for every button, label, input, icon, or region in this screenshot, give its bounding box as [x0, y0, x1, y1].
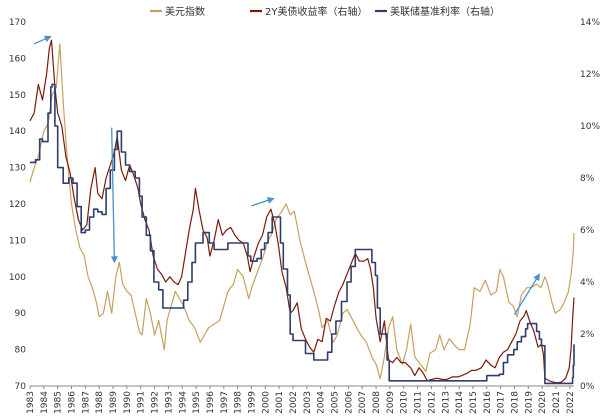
- y-left-tick-label: 140: [9, 127, 26, 137]
- y-right-tick-label: 14%: [580, 18, 600, 28]
- x-tick-label: 2001: [275, 391, 285, 414]
- x-tick-label: 2002: [289, 391, 299, 414]
- x-tick-label: 1986: [68, 391, 78, 414]
- y-right-tick-label: 10%: [580, 122, 600, 132]
- y-right-tick-label: 0%: [580, 382, 595, 392]
- y-right-tick-label: 8%: [580, 174, 595, 184]
- y-left-tick-label: 160: [9, 54, 26, 64]
- x-tick-label: 1995: [192, 391, 202, 414]
- x-tick-label: 2020: [538, 391, 548, 414]
- x-tick-label: 2010: [400, 391, 410, 414]
- x-tick-label: 1983: [26, 391, 36, 414]
- x-tick-label: 1992: [151, 391, 161, 414]
- x-tick-label: 2018: [510, 391, 520, 414]
- x-tick-label: 2004: [317, 391, 327, 414]
- x-tick-label: 1999: [247, 391, 257, 414]
- y-left-tick-label: 150: [9, 91, 26, 101]
- x-tick-label: 1993: [164, 391, 174, 414]
- y-right-tick-label: 2%: [580, 330, 595, 340]
- x-tick-label: 1994: [178, 391, 188, 414]
- legend-label-0: 美元指数: [165, 5, 205, 18]
- legend-label-2: 美联储基准利率（右轴）: [390, 5, 500, 18]
- series-line-2: [30, 83, 575, 385]
- y-left-tick-label: 120: [9, 200, 26, 210]
- x-tick-label: 2009: [386, 391, 396, 414]
- x-tick-label: 1988: [95, 391, 105, 414]
- x-tick-label: 1990: [123, 391, 133, 414]
- y-left-tick-label: 80: [15, 346, 27, 356]
- x-tick-label: 2022: [566, 391, 576, 414]
- x-tick-label: 1998: [234, 391, 244, 414]
- x-tick-label: 2000: [261, 391, 271, 414]
- y-right-tick-label: 12%: [580, 70, 600, 80]
- x-tick-label: 2013: [441, 391, 451, 414]
- annotation-arrow-3: [513, 273, 540, 315]
- x-tick-label: 1996: [206, 391, 216, 414]
- y-left-tick-label: 90: [15, 309, 27, 319]
- x-tick-label: 2007: [358, 391, 368, 414]
- x-tick-label: 2003: [303, 391, 313, 414]
- y-right-tick-label: 4%: [580, 278, 595, 288]
- x-tick-label: 2005: [331, 391, 341, 414]
- x-tick-label: 1991: [137, 391, 147, 414]
- x-tick-label: 2008: [372, 391, 382, 414]
- x-tick-label: 2014: [455, 391, 465, 414]
- x-tick-label: 2011: [414, 391, 424, 414]
- x-tick-label: 2021: [552, 391, 562, 414]
- x-tick-label: 2012: [427, 391, 437, 414]
- series-layer: [29, 39, 575, 385]
- x-tick-label: 1985: [54, 391, 64, 414]
- axes: 70 80 90 100 110 120 130 140 150 160 170 0% 2% 4% 6% 8%…: [9, 18, 601, 414]
- x-tick-label: 2006: [344, 391, 354, 414]
- x-tick-label: 2016: [483, 391, 493, 414]
- x-tick-label: 1987: [81, 391, 91, 414]
- annotation-arrow-2: [251, 197, 275, 207]
- y-right-tick-label: 6%: [580, 226, 595, 236]
- series-line-0: [29, 43, 575, 380]
- y-left-tick-label: 170: [9, 18, 26, 28]
- y-left-tick-label: 130: [9, 164, 26, 174]
- x-tick-label: 2017: [497, 391, 507, 414]
- series-line-1: [29, 39, 575, 384]
- x-tick-label: 2019: [524, 391, 534, 414]
- annotations: [33, 35, 540, 315]
- annotation-arrow-1: [110, 127, 118, 264]
- x-tick-label: 2015: [469, 391, 479, 414]
- y-left-tick-label: 100: [9, 273, 26, 283]
- x-tick-label: 1989: [109, 391, 119, 414]
- legend: 美元指数 2Y美债收益率（右轴） 美联储基准利率（右轴）: [150, 5, 500, 18]
- x-tick-label: 1997: [220, 391, 230, 414]
- y-left-tick-label: 110: [9, 236, 26, 246]
- annotation-arrow-0: [33, 35, 52, 45]
- x-tick-label: 1984: [40, 391, 50, 414]
- legend-label-1: 2Y美债收益率（右轴）: [265, 5, 367, 18]
- y-left-tick-label: 70: [15, 382, 27, 392]
